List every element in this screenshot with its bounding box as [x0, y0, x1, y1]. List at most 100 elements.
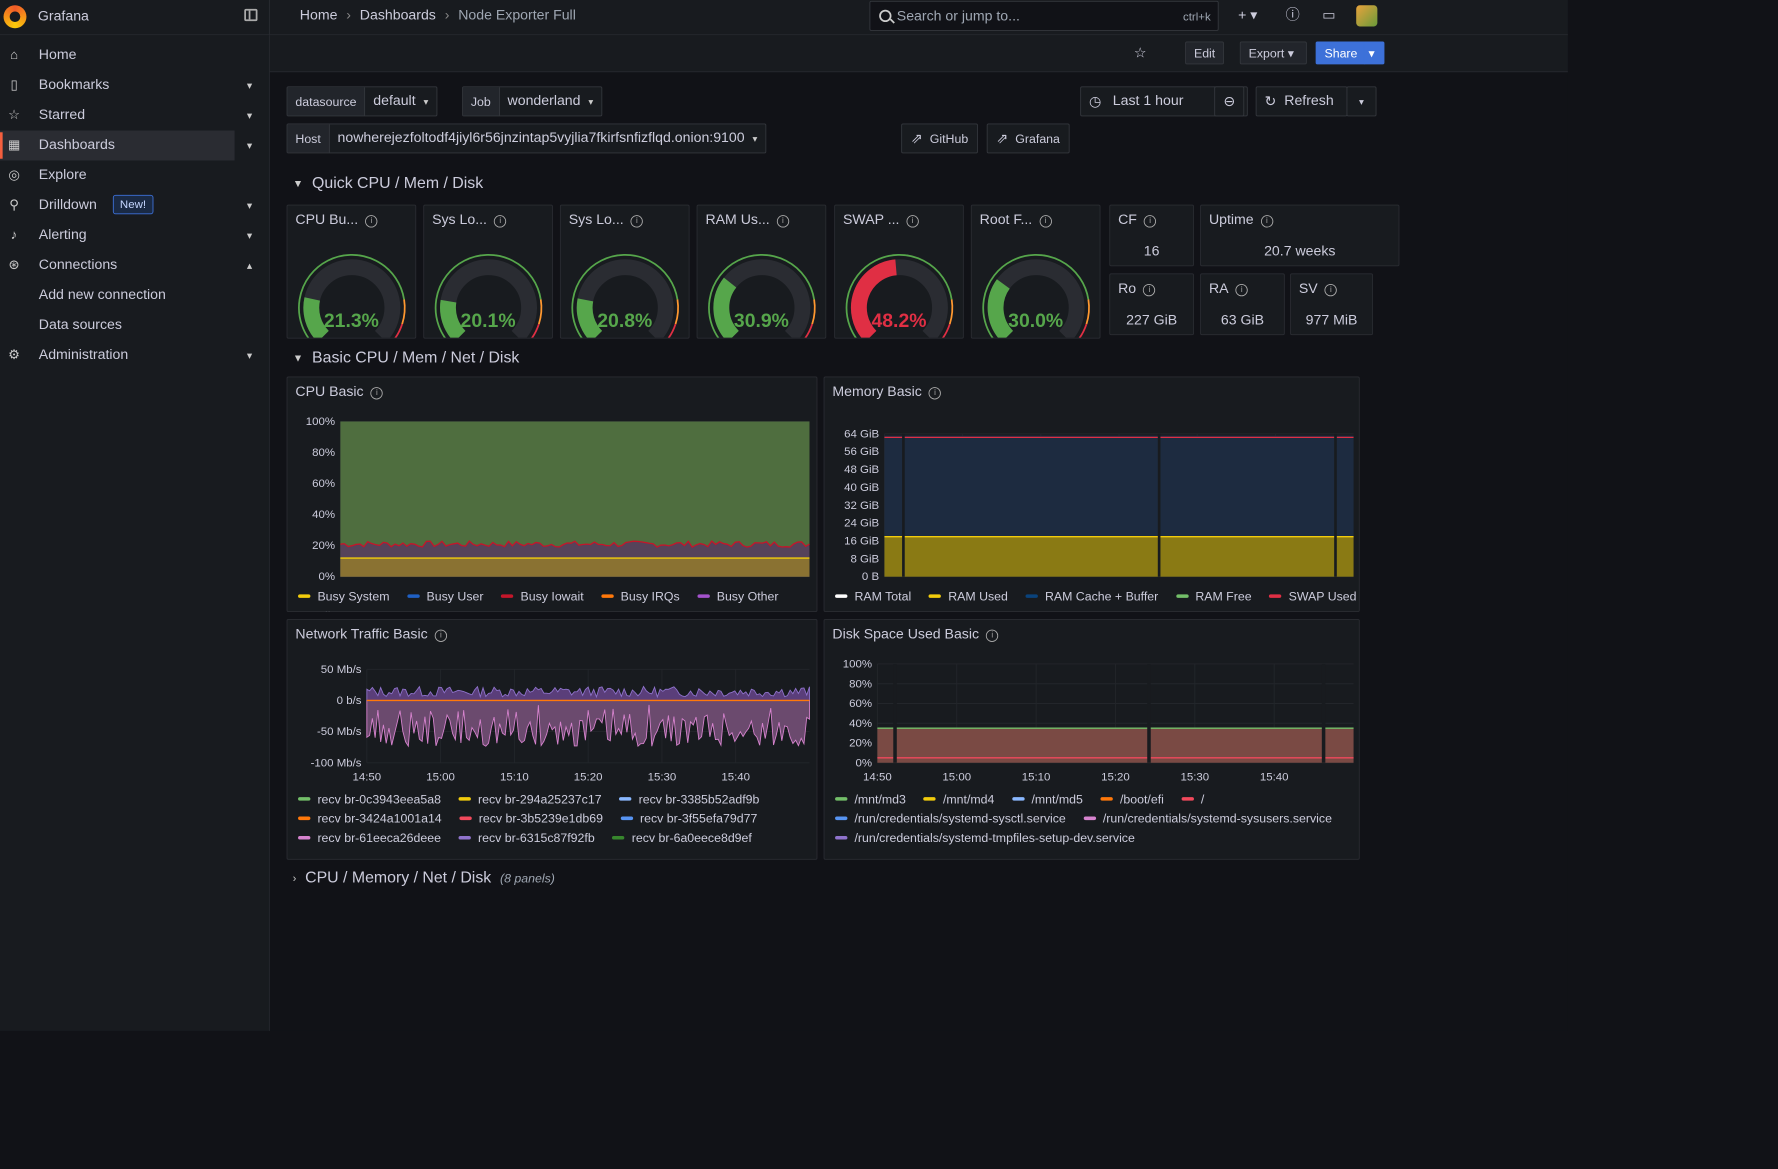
help-icon[interactable]: ⓘ [1285, 7, 1300, 23]
legend-item[interactable]: /mnt/md3 [835, 792, 906, 806]
search-input[interactable]: Search or jump to... ctrl+k [869, 0, 1219, 31]
legend-item[interactable]: recv br-294a25237c17 [458, 792, 602, 806]
sidebar-item-dashboards[interactable]: ▦ Dashboards ▾ [0, 130, 252, 161]
info-icon[interactable]: i [370, 387, 384, 400]
legend-item[interactable]: /run/credentials/systemd-tmpfiles-setup-… [835, 831, 1135, 845]
add-new-icon[interactable]: + ▾ [1238, 7, 1258, 23]
row-quick-cpu-mem-disk[interactable]: ▼ Quick CPU / Mem / Disk [293, 174, 483, 193]
avatar[interactable] [1356, 5, 1378, 27]
legend-item[interactable]: Busy Other [697, 589, 778, 603]
info-icon[interactable]: i [365, 215, 378, 228]
variable-datasource[interactable]: datasource default ▾ [286, 86, 438, 117]
info-icon[interactable]: i [986, 629, 999, 642]
chevron-down-icon[interactable]: ▾ [246, 199, 253, 212]
legend-item[interactable]: recv br-0c3943eea5a8 [298, 792, 441, 806]
legend-item[interactable]: RAM Total [835, 589, 911, 603]
share-button[interactable]: Share [1315, 41, 1367, 65]
legend-item[interactable]: recv br-6a0eece8d9ef [612, 831, 752, 845]
legend-item[interactable]: /boot/efi [1100, 792, 1164, 806]
legend-item[interactable]: Idle [298, 608, 337, 611]
legend-item[interactable]: recv br-3b5239e1db69 [459, 811, 603, 825]
legend-item[interactable]: /mnt/md4 [923, 792, 994, 806]
gauge-panel[interactable]: CPU Bu... i 21.3% [286, 204, 417, 339]
info-icon[interactable]: i [1324, 283, 1338, 297]
legend-item[interactable]: recv br-6315c87f92fb [458, 831, 595, 845]
legend-item[interactable]: /run/credentials/systemd-sysctl.service [835, 811, 1066, 825]
link-github[interactable]: ⇗ GitHub [901, 123, 978, 154]
star-dashboard-icon[interactable]: ☆ [1133, 45, 1147, 61]
gauge-panel[interactable]: Sys Lo... i 20.1% [423, 204, 553, 339]
variable-host[interactable]: Host nowherejezfoltodf4jiyl6r56jnzintap5… [286, 123, 767, 154]
gauge-panel[interactable]: Root F... i 30.0% [970, 204, 1101, 339]
legend-item[interactable]: RAM Free [1175, 589, 1252, 603]
breadcrumb-dashboards[interactable]: Dashboards [359, 7, 436, 23]
legend-item[interactable]: recv br-3385b52adf9b [619, 792, 759, 806]
sidebar-item-add-new-connection[interactable]: Add new connection [0, 280, 235, 310]
info-icon[interactable]: i [906, 215, 919, 228]
row-cpu-memory-net-disk[interactable]: › CPU / Memory / Net / Disk (8 panels) [293, 869, 555, 888]
info-icon[interactable]: i [494, 215, 507, 228]
stat-panel-rootfs-total[interactable]: Ro i 227 GiB [1109, 273, 1194, 336]
stat-panel-cpu-count[interactable]: CF i 16 [1109, 204, 1194, 267]
link-grafana[interactable]: ⇗ Grafana [986, 123, 1070, 154]
legend-item[interactable]: Busy System [298, 589, 389, 603]
stat-panel-ram-total[interactable]: RA i 63 GiB [1200, 273, 1285, 336]
legend-item[interactable]: RAM Used [928, 589, 1008, 603]
legend-item[interactable]: / [1181, 792, 1204, 806]
panel-memory-basic[interactable]: Memory Basic i 64 GiB 56 GiB 48 GiB 40 GiB 32… [823, 376, 1360, 612]
sidebar-item-data-sources[interactable]: Data sources [0, 310, 235, 340]
chevron-down-icon[interactable]: ▾ [246, 229, 253, 242]
sidebar-item-administration[interactable]: ⚙ Administration ▾ [0, 340, 252, 370]
zoom-out-button[interactable]: ⊖ [1214, 86, 1245, 117]
chevron-down-icon[interactable]: ▾ [246, 349, 253, 362]
legend-item[interactable]: Busy Iowait [501, 589, 584, 603]
legend-item[interactable]: recv br-61eeca26deee [298, 831, 441, 845]
breadcrumb-home[interactable]: Home [299, 7, 338, 23]
refresh-button[interactable]: ↻ Refresh [1255, 86, 1348, 117]
legend-item[interactable]: /run/credentials/systemd-sysusers.servic… [1083, 811, 1332, 825]
chevron-down-icon[interactable]: ▾ [246, 109, 253, 122]
chevron-down-icon[interactable]: ▾ [246, 139, 253, 152]
sidebar-item-bookmarks[interactable]: ▯ Bookmarks ▾ [0, 71, 252, 101]
sidebar-item-alerting[interactable]: ♪ Alerting ▾ [0, 220, 252, 250]
legend-item[interactable]: Busy User [407, 589, 483, 603]
gauge-panel[interactable]: Sys Lo... i 20.8% [559, 204, 690, 339]
export-button[interactable]: Export ▾ [1239, 41, 1307, 65]
panel-disk-space-used-basic[interactable]: Disk Space Used Basic i 100% 80% 60% 40% 20% 0… [823, 619, 1360, 860]
chevron-up-icon[interactable]: ▴ [246, 259, 253, 272]
share-options-icon[interactable]: ▾ [1363, 41, 1385, 65]
gauge-panel[interactable]: SWAP ... i 48.2% [834, 204, 964, 339]
refresh-interval-picker[interactable]: ▾ [1346, 86, 1377, 117]
stat-panel-uptime[interactable]: Uptime i 20.7 weeks [1200, 204, 1400, 267]
row-basic-cpu-mem-net-disk[interactable]: ▼ Basic CPU / Mem / Net / Disk [293, 348, 520, 367]
info-icon[interactable]: i [1235, 283, 1248, 297]
sidebar-item-starred[interactable]: ☆ Starred ▾ [0, 101, 252, 131]
info-icon[interactable]: i [1143, 215, 1157, 228]
legend-item[interactable]: Busy IRQs [601, 589, 680, 603]
news-icon[interactable]: ▭ [1322, 7, 1336, 23]
info-icon[interactable]: i [928, 387, 942, 400]
info-icon[interactable]: i [434, 629, 448, 642]
info-icon[interactable]: i [1260, 215, 1274, 228]
chevron-down-icon[interactable]: ▾ [246, 79, 253, 92]
dock-menu-icon[interactable] [244, 8, 258, 22]
legend-item[interactable]: recv br-3f55efa79d77 [620, 811, 757, 825]
legend-item[interactable]: RAM Cache + Buffer [1025, 589, 1158, 603]
sidebar-item-home[interactable]: ⌂ Home [0, 41, 235, 71]
info-icon[interactable]: i [1143, 283, 1156, 297]
info-icon[interactable]: i [630, 215, 644, 228]
sidebar-item-explore[interactable]: ◎ Explore [0, 160, 235, 190]
gauge-panel[interactable]: RAM Us... i 30.9% [696, 204, 827, 339]
info-icon[interactable]: i [1039, 215, 1052, 228]
grafana-logo-icon[interactable] [3, 5, 27, 29]
sidebar-item-drilldown[interactable]: ⚲ Drilldown New! ▾ [0, 190, 252, 220]
stat-panel-swap-total[interactable]: SV i 977 MiB [1290, 273, 1373, 336]
legend-item[interactable]: SWAP Used [1269, 589, 1357, 603]
panel-network-traffic-basic[interactable]: Network Traffic Basic i 50 Mb/s 0 b/s -50 M… [286, 619, 818, 860]
sidebar-item-connections[interactable]: ⊛ Connections ▴ [0, 250, 253, 280]
edit-button[interactable]: Edit [1185, 41, 1225, 65]
variable-job[interactable]: Job wonderland ▾ [462, 86, 603, 117]
legend-item[interactable]: recv br-3424a1001a14 [298, 811, 442, 825]
info-icon[interactable]: i [776, 215, 790, 228]
